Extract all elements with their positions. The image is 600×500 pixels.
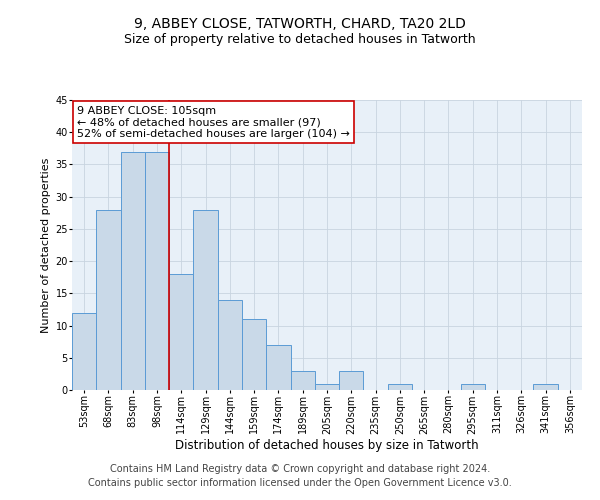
Text: 9 ABBEY CLOSE: 105sqm
← 48% of detached houses are smaller (97)
52% of semi-deta: 9 ABBEY CLOSE: 105sqm ← 48% of detached … (77, 106, 350, 139)
Bar (339, 370, 364, 390)
Bar (315, 384, 339, 390)
Bar (193, 210, 218, 390)
Bar (461, 384, 485, 390)
Text: Size of property relative to detached houses in Tatworth: Size of property relative to detached ho… (124, 32, 476, 46)
Text: 9, ABBEY CLOSE, TATWORTH, CHARD, TA20 2LD: 9, ABBEY CLOSE, TATWORTH, CHARD, TA20 2L… (134, 18, 466, 32)
Bar (242, 319, 266, 390)
Bar (145, 152, 169, 390)
Bar (388, 384, 412, 390)
Bar (121, 152, 145, 390)
Bar (533, 384, 558, 390)
Bar (290, 370, 315, 390)
Bar (218, 300, 242, 390)
Bar (266, 345, 290, 390)
Bar (96, 210, 121, 390)
Bar (169, 274, 193, 390)
Bar (72, 312, 96, 390)
Y-axis label: Number of detached properties: Number of detached properties (41, 158, 51, 332)
Text: Contains HM Land Registry data © Crown copyright and database right 2024.
Contai: Contains HM Land Registry data © Crown c… (88, 464, 512, 487)
X-axis label: Distribution of detached houses by size in Tatworth: Distribution of detached houses by size … (175, 439, 479, 452)
